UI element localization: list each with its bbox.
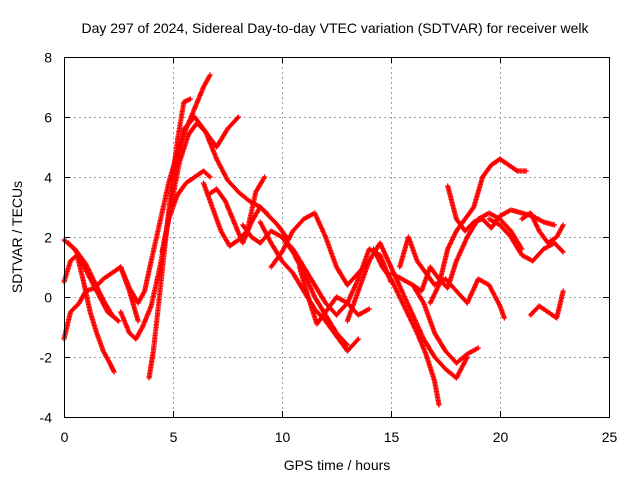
- x-tick-label: 0: [61, 429, 69, 445]
- y-tick-label: 2: [44, 230, 52, 246]
- series-markers: [279, 234, 394, 318]
- y-tick-label: 6: [44, 110, 52, 126]
- y-tick-label: 8: [44, 50, 52, 66]
- chart-title: Day 297 of 2024, Sidereal Day-to-day VTE…: [81, 20, 589, 36]
- x-tick-label: 10: [275, 429, 291, 445]
- series-markers: [519, 210, 566, 246]
- series-sat-9: [170, 114, 241, 180]
- series-sat-14: [268, 210, 372, 288]
- series-sat-26: [527, 288, 566, 321]
- axis-ticks: [64, 57, 610, 418]
- series-markers: [268, 210, 372, 288]
- x-tick-label: 15: [384, 429, 400, 445]
- series-sat-15: [279, 234, 394, 318]
- y-tick-labels: -4 -2 0 2 4 6 8: [40, 50, 53, 426]
- x-tick-label: 5: [170, 429, 178, 445]
- x-tick-label: 20: [493, 429, 509, 445]
- y-tick-label: -2: [40, 350, 53, 366]
- y-tick-label: -4: [40, 410, 53, 426]
- y-axis-label: SDTVAR / TECUs: [9, 181, 25, 293]
- series-markers: [296, 264, 372, 327]
- series-sat-18: [371, 246, 442, 408]
- x-tick-label: 25: [602, 429, 618, 445]
- series-markers: [170, 114, 241, 180]
- series-sat-25: [519, 210, 566, 246]
- y-tick-label: 0: [44, 290, 52, 306]
- series-markers: [371, 246, 442, 408]
- series-sat-24: [486, 216, 566, 264]
- series-markers: [486, 216, 566, 264]
- y-tick-label: 4: [44, 170, 52, 186]
- series-markers: [65, 240, 122, 324]
- series-markers: [527, 288, 566, 321]
- series-sat-16: [296, 264, 372, 327]
- series-sat-4: [65, 240, 122, 324]
- x-axis-label: GPS time / hours: [284, 457, 391, 473]
- data-series: [61, 72, 566, 408]
- x-tick-labels: 0 5 10 15 20 25: [61, 429, 618, 445]
